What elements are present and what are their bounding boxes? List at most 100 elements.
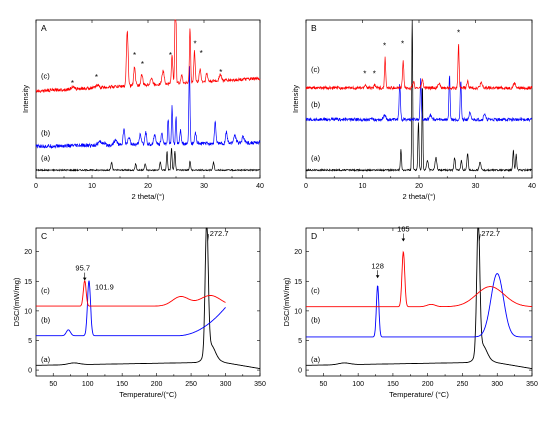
x-tick-label: 200 <box>422 381 434 388</box>
x-tick-label: 0 <box>304 183 308 190</box>
y-tick-label: 15 <box>294 279 302 286</box>
peak-arrow-head <box>82 277 87 281</box>
y-tick-label: 5 <box>298 338 302 345</box>
peak-value-label: 272.7 <box>481 229 500 238</box>
peak-value-label: 128 <box>371 261 384 270</box>
y-tick-label: 5 <box>28 338 32 345</box>
y-tick-label: 20 <box>24 249 32 256</box>
series-label: (b) <box>41 316 51 325</box>
series-label: (a) <box>311 154 321 163</box>
x-tick-label: 250 <box>185 381 197 388</box>
peak-arrow-head <box>401 238 406 242</box>
series-line-b <box>306 273 532 338</box>
peak-value-label: 95.7 <box>75 264 90 273</box>
series-line-a <box>306 227 533 370</box>
peak-value-label: 101.9 <box>95 283 114 292</box>
peak-star: * <box>133 51 136 60</box>
y-tick-label: 0 <box>28 368 32 375</box>
peak-value-label: 272.7 <box>210 229 229 238</box>
series-line-c <box>36 280 226 307</box>
peak-star: * <box>457 29 460 38</box>
x-tick-label: 250 <box>457 381 469 388</box>
peak-star: * <box>219 68 222 77</box>
panel-a: 0 10 20 30 40 2 theta/(°) Intensity A (a) (b) (c) *… <box>21 19 264 201</box>
peak-star: * <box>95 73 98 82</box>
peak-star: * <box>141 60 144 69</box>
series-line-c <box>305 44 533 91</box>
y-axis-label: Intensity <box>21 85 30 113</box>
peak-star: * <box>373 70 376 79</box>
x-tick-label: 10 <box>88 183 96 190</box>
panel-c: 50 100 150 200 250 300 350 0 5 10 15 20 Temperature/… <box>12 227 266 399</box>
panel-label: D <box>311 231 317 241</box>
series-line-a <box>35 147 261 173</box>
x-tick-label: 300 <box>220 381 232 388</box>
peak-arrow <box>478 234 481 242</box>
peak-star: * <box>169 51 172 60</box>
x-axis-label: Temperature/ (°C) <box>389 390 449 399</box>
peak-star: * <box>383 41 386 50</box>
y-axis-label: Intensity <box>291 85 300 113</box>
y-tick-label: 0 <box>298 368 302 375</box>
series-line-b <box>35 65 261 149</box>
plot-frame <box>35 227 261 377</box>
series-line-c <box>35 19 261 94</box>
peak-star: * <box>71 79 74 88</box>
x-tick-label: 0 <box>34 183 38 190</box>
y-axis-label: DSC/(mW/mg) <box>282 277 291 326</box>
y-tick-label: 20 <box>294 249 302 256</box>
series-label: (a) <box>41 355 51 364</box>
panel-d: 50 100 150 200 250 300 350 0 5 10 15 20 Temperature/… <box>282 225 538 399</box>
peak-star: * <box>363 70 366 79</box>
x-tick-label: 150 <box>116 381 128 388</box>
series-label: (a) <box>311 355 321 364</box>
series-label: (c) <box>41 71 50 80</box>
x-axis-label: 2 theta/(°) <box>402 192 436 201</box>
x-tick-label: 150 <box>387 381 399 388</box>
x-tick-label: 50 <box>49 381 57 388</box>
peak-value-label: 165 <box>397 225 410 234</box>
series-label: (a) <box>41 154 51 163</box>
series-label: (c) <box>311 286 320 295</box>
x-tick-label: 20 <box>415 183 423 190</box>
series-label: (b) <box>41 128 51 137</box>
series-label: (c) <box>41 286 50 295</box>
peak-star: * <box>200 49 203 58</box>
series-label: (b) <box>311 100 321 109</box>
x-tick-label: 200 <box>151 381 163 388</box>
plot-frame <box>35 19 261 179</box>
y-axis-label: DSC/(mW/mg) <box>12 277 21 326</box>
x-tick-label: 30 <box>472 183 480 190</box>
panel-b: 0 10 20 30 40 2 theta/(°) Intensity B (a) (b) (c) *… <box>291 19 536 201</box>
peak-arrow <box>207 234 210 242</box>
x-tick-label: 50 <box>319 381 327 388</box>
peak-arrow-head <box>375 275 380 279</box>
y-tick-label: 10 <box>24 308 32 315</box>
series-line-b <box>305 75 533 123</box>
panel-label: C <box>41 231 47 241</box>
x-tick-label: 30 <box>200 183 208 190</box>
x-tick-label: 350 <box>526 381 538 388</box>
series-line-c <box>306 250 532 308</box>
x-axis-label: 2 theta/(°) <box>131 192 165 201</box>
y-tick-label: 15 <box>24 279 32 286</box>
x-tick-label: 40 <box>256 183 264 190</box>
series-label: (b) <box>311 316 321 325</box>
y-tick-label: 10 <box>294 308 302 315</box>
x-axis-label: Temperature/(°C) <box>119 390 177 399</box>
peak-star: * <box>193 40 196 49</box>
x-tick-label: 40 <box>528 183 536 190</box>
x-tick-label: 300 <box>491 381 503 388</box>
x-tick-label: 20 <box>144 183 152 190</box>
plot-frame <box>305 227 533 377</box>
series-line-a <box>36 227 261 370</box>
peak-star: * <box>401 40 404 49</box>
series-line-b <box>36 280 226 337</box>
x-tick-label: 350 <box>254 381 266 388</box>
x-tick-label: 100 <box>82 381 94 388</box>
panel-label: B <box>311 23 317 33</box>
series-label: (c) <box>311 65 320 74</box>
x-tick-label: 10 <box>359 183 367 190</box>
panel-label: A <box>41 23 47 33</box>
